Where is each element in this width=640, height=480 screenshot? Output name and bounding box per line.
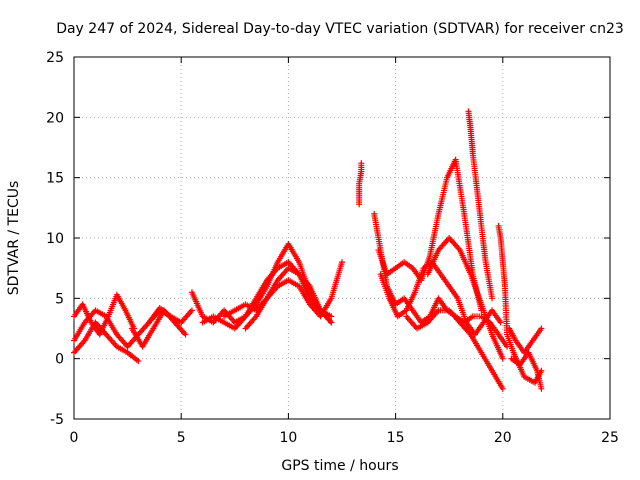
- y-tick-label: 10: [46, 231, 64, 247]
- y-axis-label: SDTVAR / TECUs: [6, 181, 22, 296]
- y-tick-label: 20: [46, 110, 64, 126]
- data-point: [358, 160, 365, 167]
- data-point: [538, 325, 545, 332]
- data-point: [538, 385, 545, 392]
- axis-ticks: 0 5 10 15 20 25 -5 0 5 10 15 20 25: [46, 50, 619, 446]
- y-tick-label: 15: [46, 171, 64, 187]
- data-point: [499, 355, 506, 362]
- x-tick-label: 10: [279, 430, 297, 446]
- data-point: [497, 319, 504, 326]
- grid: [74, 57, 610, 419]
- chart-title: Day 247 of 2024, Sidereal Day-to-day VTE…: [56, 21, 624, 37]
- x-tick-label: 15: [387, 430, 405, 446]
- data-point: [182, 331, 189, 338]
- data-point: [188, 307, 195, 314]
- data-point: [489, 295, 496, 302]
- data-point: [328, 319, 335, 326]
- data-point: [499, 385, 506, 392]
- y-tick-label: 5: [55, 291, 64, 307]
- x-tick-label: 25: [601, 430, 619, 446]
- x-tick-label: 20: [494, 430, 512, 446]
- y-tick-label: 0: [55, 352, 64, 368]
- data-point: [328, 313, 335, 320]
- x-axis-label: GPS time / hours: [281, 458, 398, 474]
- data-points: [71, 108, 545, 392]
- data-point: [339, 259, 345, 266]
- y-tick-label: 25: [46, 50, 64, 66]
- y-tick-label: -5: [50, 412, 64, 428]
- x-tick-label: 5: [177, 430, 186, 446]
- x-tick-label: 0: [70, 430, 79, 446]
- data-point: [135, 358, 142, 365]
